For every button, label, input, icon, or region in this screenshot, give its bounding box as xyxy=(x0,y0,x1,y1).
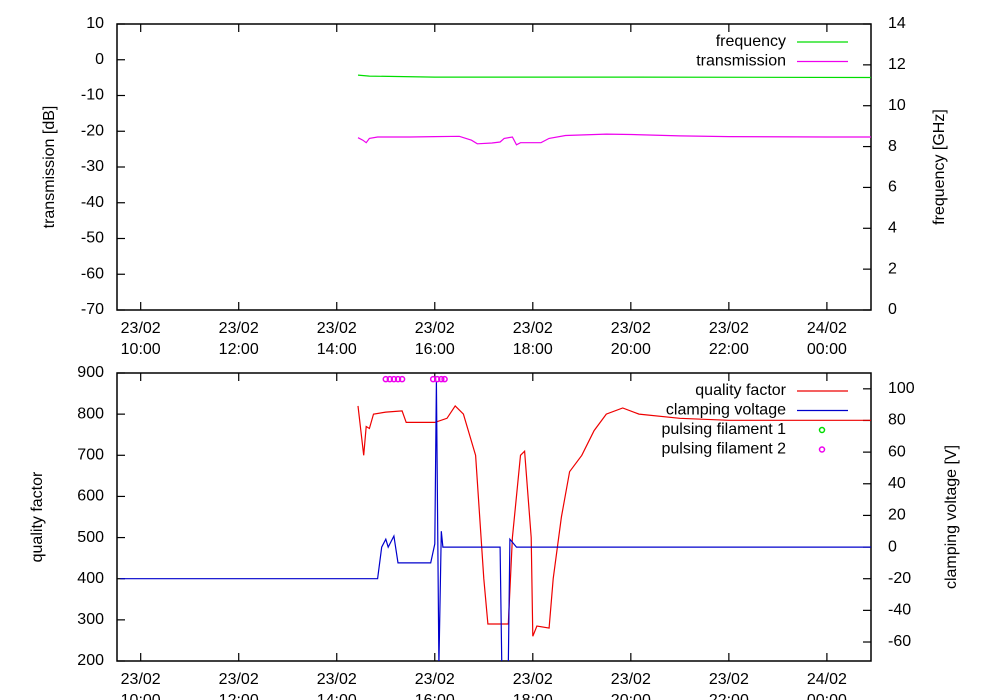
y-tick-label: 700 xyxy=(77,447,104,464)
data-point xyxy=(441,375,448,383)
y2-tick-label: 10 xyxy=(888,97,906,114)
x-tick-label: 23/02 14:00 xyxy=(316,671,357,700)
series-line xyxy=(357,133,871,146)
y-tick-label: 600 xyxy=(77,488,104,505)
data-point xyxy=(429,375,437,383)
y2-axis-title: frequency [GHz] xyxy=(931,109,948,225)
y2-axis-title: clamping voltage [V] xyxy=(943,445,960,589)
legend-label: quality factor xyxy=(695,382,786,399)
y2-tick-label: 12 xyxy=(888,56,906,73)
x-tick-label: 24/02 00:00 xyxy=(806,671,847,700)
x-tick-label: 23/02 22:00 xyxy=(708,320,749,358)
y-tick-label: 0 xyxy=(95,51,104,68)
y-tick-label: -30 xyxy=(81,158,104,175)
plot-area xyxy=(357,74,871,146)
legend-label: clamping voltage xyxy=(666,402,786,419)
plot-frame xyxy=(116,372,872,662)
y-tick-label: 900 xyxy=(77,364,104,381)
y2-tick-label: -40 xyxy=(888,602,911,619)
legend-label: transmission xyxy=(696,53,786,70)
data-point xyxy=(390,375,398,383)
y-tick-label: 10 xyxy=(86,15,104,32)
y2-tick-label: 80 xyxy=(888,412,906,429)
data-point xyxy=(433,375,441,383)
y-tick-label: 300 xyxy=(77,611,104,628)
x-tick-label: 23/02 12:00 xyxy=(218,320,259,358)
series-line xyxy=(357,74,871,79)
plot-area xyxy=(120,375,871,661)
x-tick-label: 23/02 16:00 xyxy=(414,320,455,358)
x-tick-label: 23/02 12:00 xyxy=(218,671,259,700)
x-tick-label: 24/02 00:00 xyxy=(806,320,847,358)
x-tick-label: 23/02 14:00 xyxy=(316,320,357,358)
series-line xyxy=(357,404,871,637)
y-tick-label: -60 xyxy=(81,265,104,282)
legend-label: frequency xyxy=(716,33,786,50)
legend-marker xyxy=(818,446,826,453)
y2-tick-label: 20 xyxy=(888,507,906,524)
legend-label: pulsing filament 2 xyxy=(661,441,786,458)
y2-tick-label: -20 xyxy=(888,570,911,587)
y-axis-title: quality factor xyxy=(29,471,46,562)
y2-tick-label: 0 xyxy=(888,301,897,318)
y2-tick-label: -60 xyxy=(888,633,911,650)
y2-tick-label: 0 xyxy=(888,538,897,555)
y-tick-label: 400 xyxy=(77,570,104,587)
y2-tick-label: 100 xyxy=(888,380,915,397)
x-tick-label: 23/02 22:00 xyxy=(708,671,749,700)
y2-tick-label: 40 xyxy=(888,475,906,492)
data-point xyxy=(382,375,390,383)
y-tick-label: 800 xyxy=(77,405,104,422)
x-tick-label: 23/02 20:00 xyxy=(610,320,651,358)
y-axis-title: transmission [dB] xyxy=(41,106,58,229)
x-tick-label: 23/02 18:00 xyxy=(512,320,553,358)
y-tick-label: -40 xyxy=(81,194,104,211)
data-point xyxy=(398,375,406,383)
y2-tick-label: 14 xyxy=(888,15,906,32)
x-tick-label: 23/02 10:00 xyxy=(120,671,161,700)
y2-tick-label: 8 xyxy=(888,138,897,155)
x-tick-label: 23/02 18:00 xyxy=(512,671,553,700)
y2-tick-label: 60 xyxy=(888,443,906,460)
data-point xyxy=(386,375,394,383)
x-tick-label: 23/02 10:00 xyxy=(120,320,161,358)
y-tick-label: -70 xyxy=(81,301,104,318)
data-point xyxy=(438,375,445,383)
y-tick-label: -20 xyxy=(81,122,104,139)
x-tick-label: 23/02 20:00 xyxy=(610,671,651,700)
y-tick-label: -50 xyxy=(81,230,104,247)
y2-tick-label: 4 xyxy=(888,220,897,237)
y-tick-label: 500 xyxy=(77,529,104,546)
y-tick-label: -10 xyxy=(81,87,104,104)
y2-tick-label: 6 xyxy=(888,179,897,196)
y-tick-label: 200 xyxy=(77,652,104,669)
x-tick-label: 23/02 16:00 xyxy=(414,671,455,700)
legend-marker xyxy=(818,426,826,434)
data-point xyxy=(394,375,402,383)
legend-label: pulsing filament 1 xyxy=(661,421,786,438)
y2-tick-label: 2 xyxy=(888,260,897,277)
